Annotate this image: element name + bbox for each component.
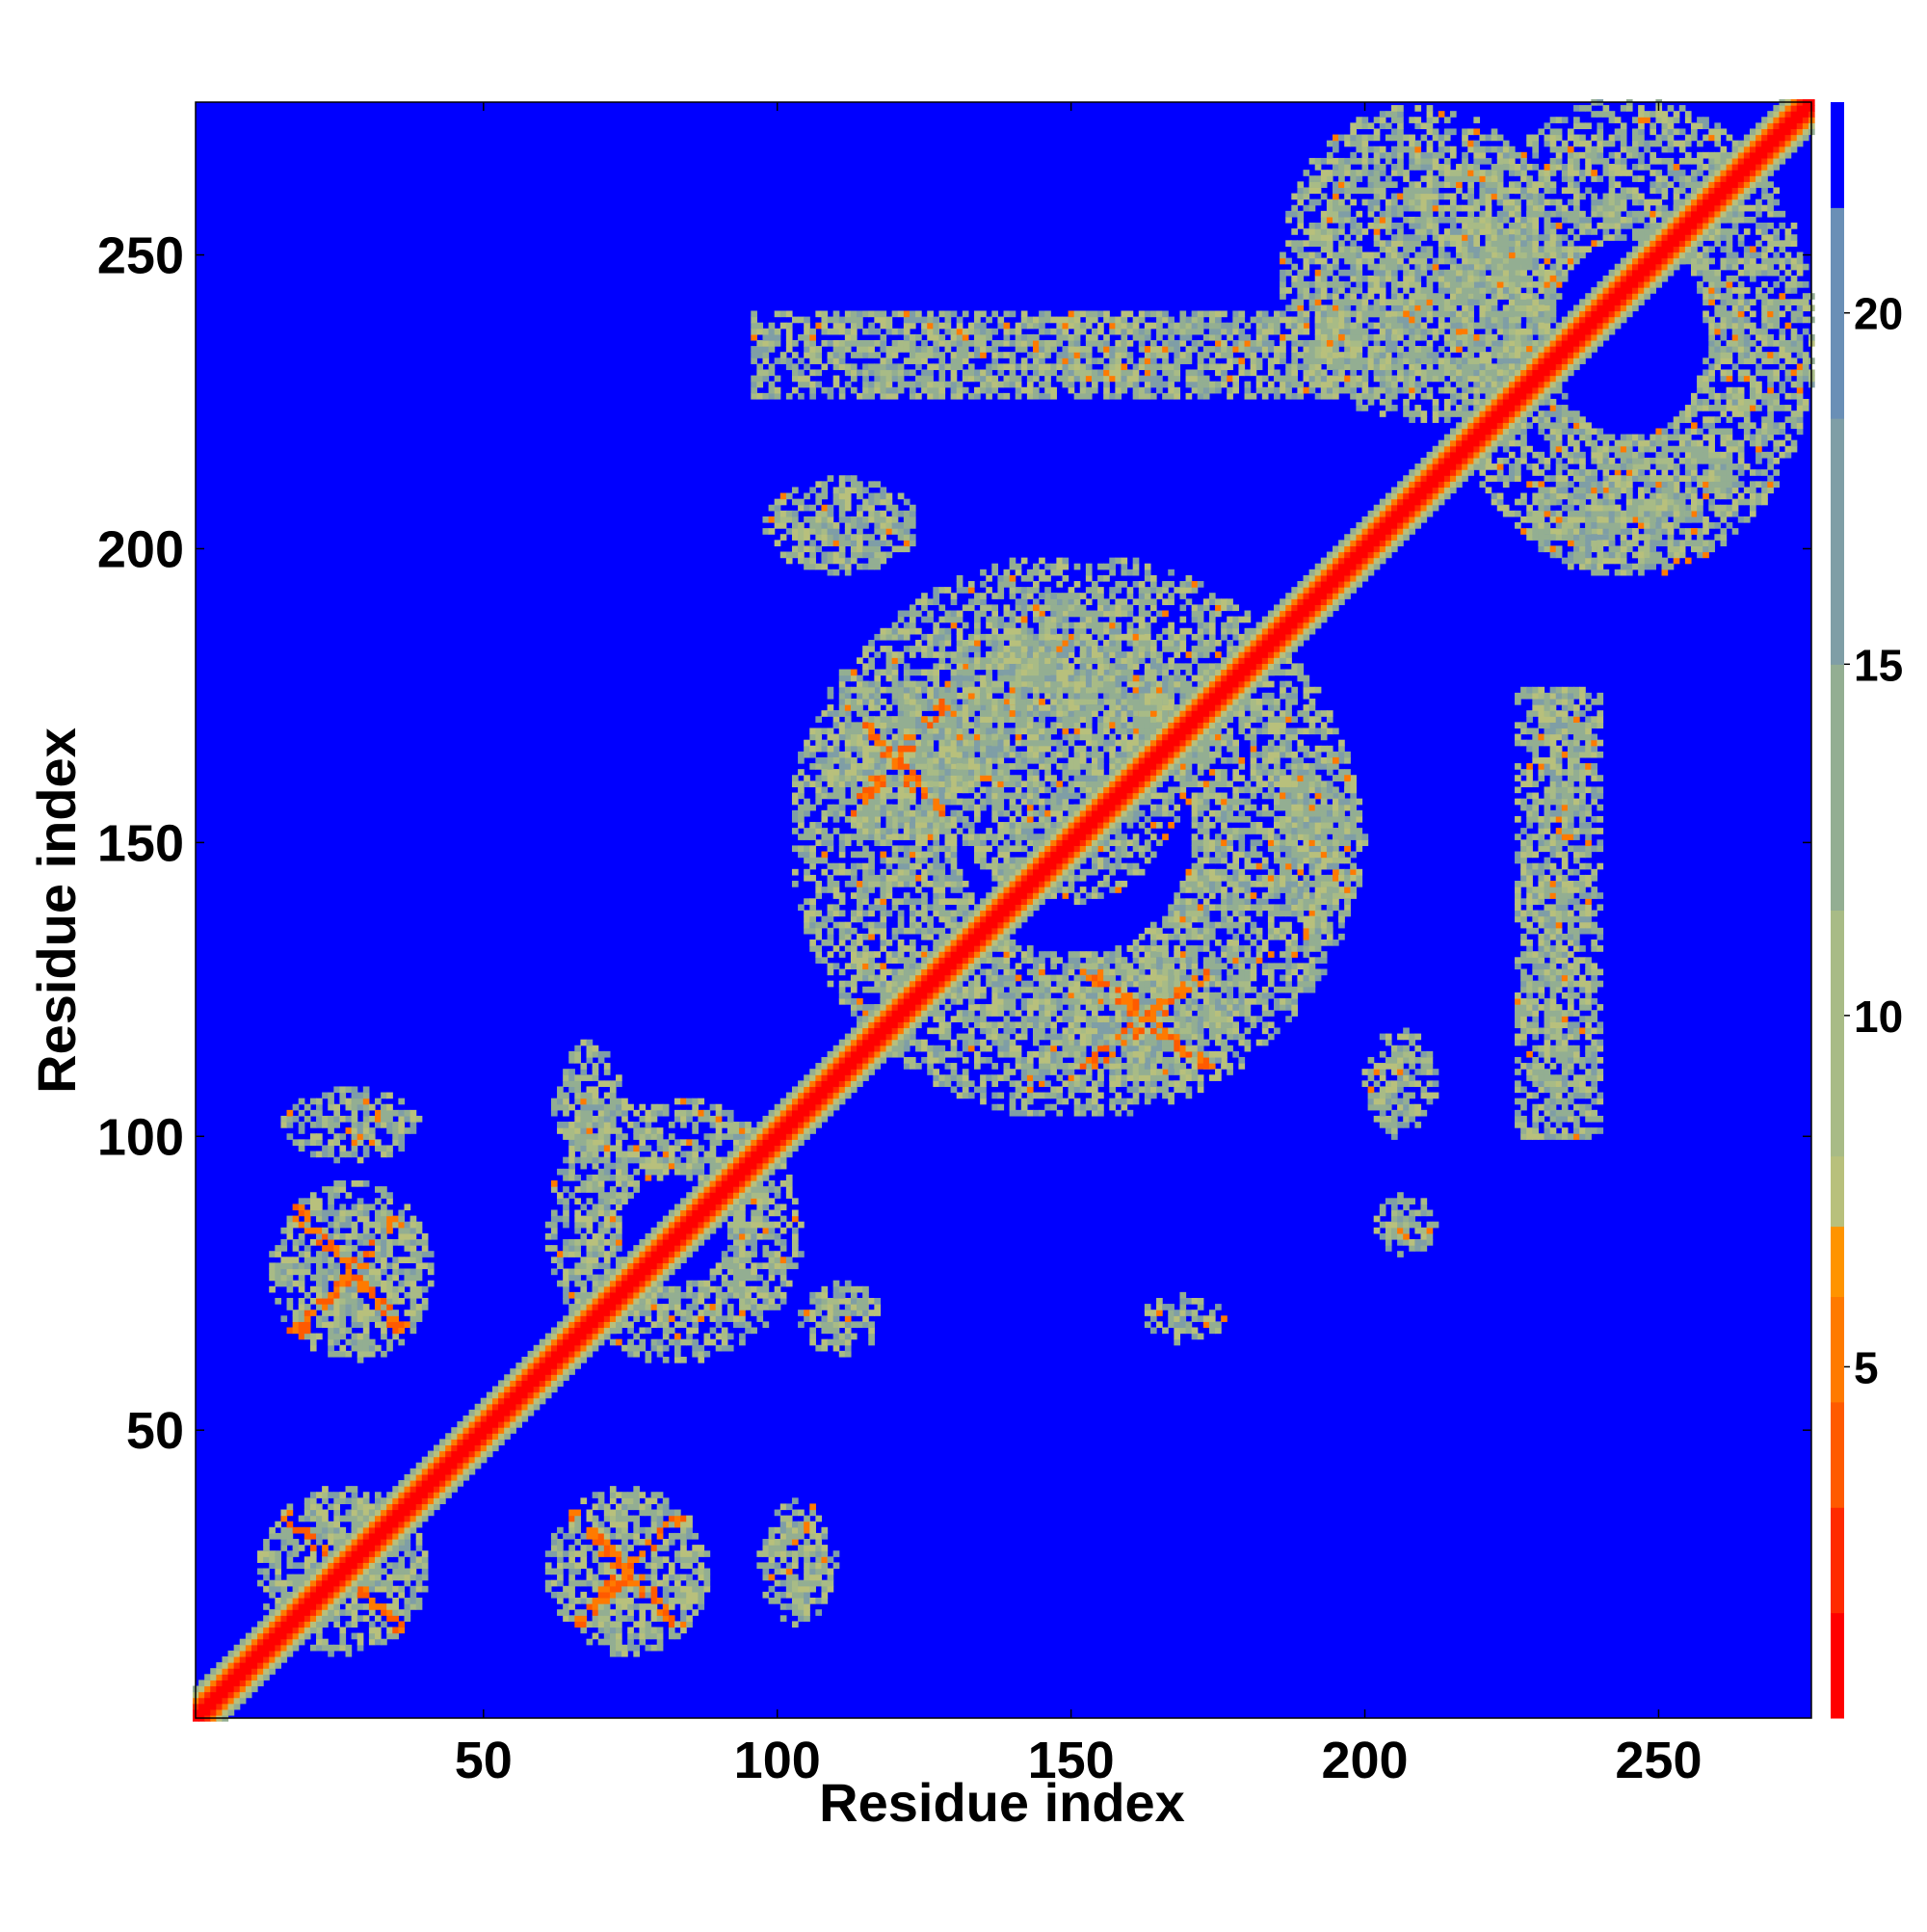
y-tick-label: 100 [97, 1108, 184, 1166]
colorbar-level [1831, 1156, 1844, 1227]
x-tick-label: 100 [734, 1732, 821, 1789]
heatmap-cells [193, 99, 1815, 1722]
colorbar-tick-label: 5 [1854, 1342, 1879, 1392]
x-tick-label: 200 [1321, 1732, 1408, 1789]
colorbar-level [1831, 1507, 1844, 1613]
y-tick-label: 250 [97, 227, 184, 285]
colorbar [1831, 102, 1844, 1719]
x-tick-label: 50 [455, 1732, 513, 1789]
y-tick-label: 50 [126, 1402, 184, 1460]
colorbar-level [1831, 207, 1844, 418]
colorbar-level [1831, 102, 1844, 208]
colorbar-tick-label: 15 [1854, 640, 1903, 690]
colorbar-level [1831, 1227, 1844, 1297]
colorbar-level [1831, 1613, 1844, 1719]
y-tick-label: 200 [97, 520, 184, 578]
colorbar-tick-label: 20 [1854, 289, 1903, 339]
colorbar-level [1831, 418, 1844, 665]
colorbar-tick-label: 10 [1854, 992, 1903, 1042]
colorbar-level [1831, 664, 1844, 911]
colorbar-ticks: 5 10 15 20 [1844, 289, 1903, 1393]
colorbar-level [1831, 911, 1844, 1157]
y-axis-label: Residue index [26, 728, 87, 1094]
x-axis-label: Residue index [819, 1772, 1185, 1833]
x-tick-label: 250 [1615, 1732, 1702, 1789]
colorbar-level [1831, 1297, 1844, 1403]
y-tick-label: 150 [97, 814, 184, 872]
colorbar-level [1831, 1402, 1844, 1508]
